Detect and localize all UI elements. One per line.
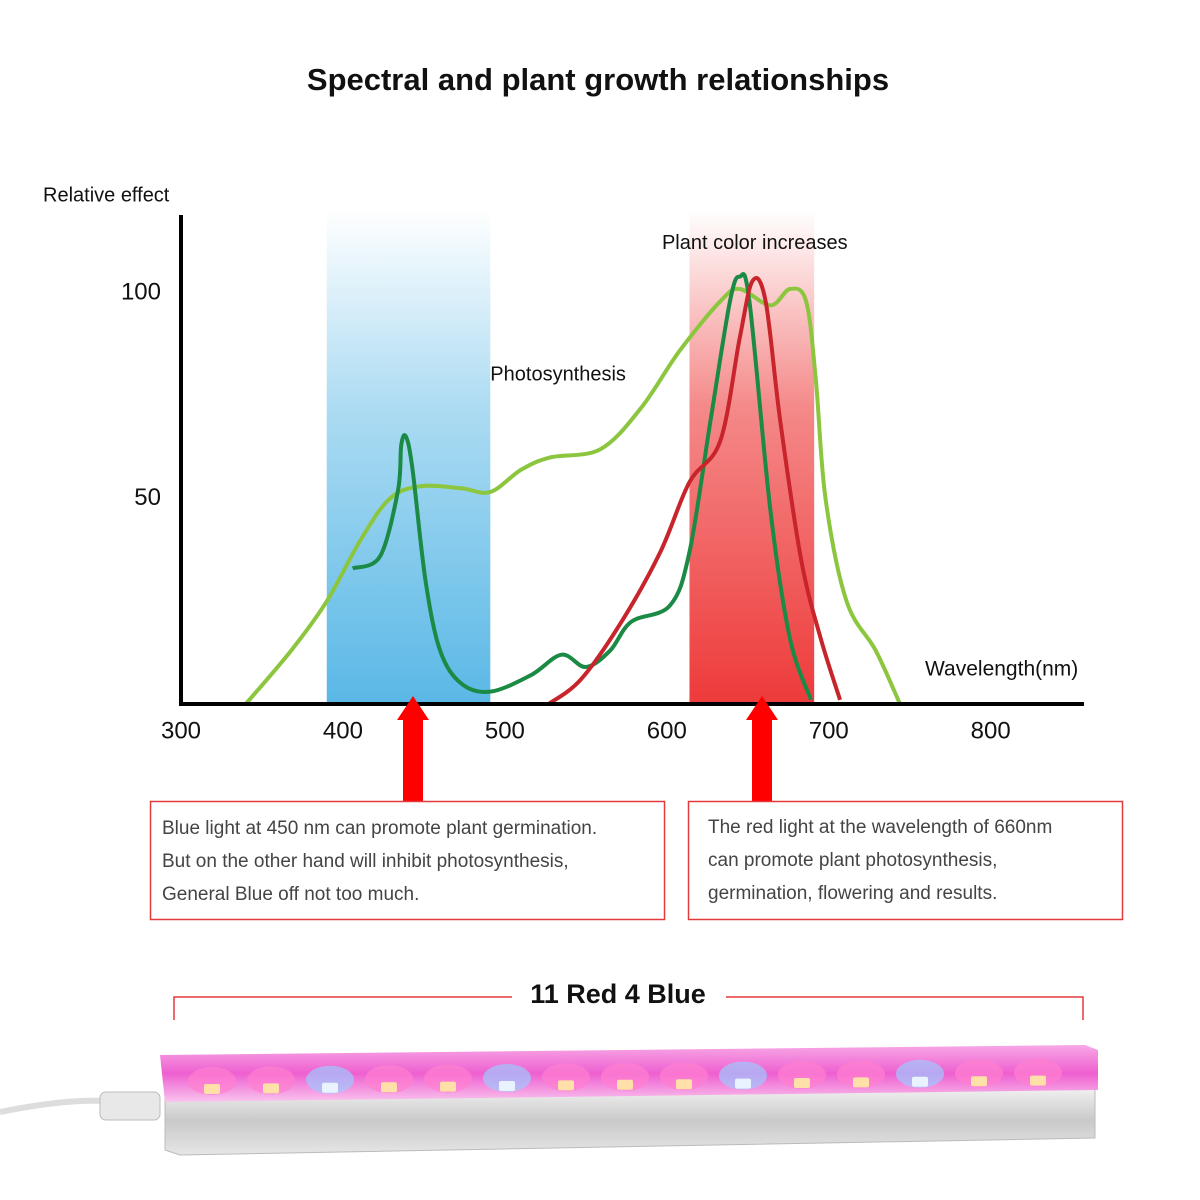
note-text: But on the other hand will inhibit photo…: [162, 851, 569, 872]
led-glow: [601, 1062, 649, 1091]
note-text: The red light at the wavelength of 660nm: [708, 817, 1052, 838]
led-glow: [837, 1060, 885, 1089]
led-glow: [483, 1064, 531, 1092]
led: [499, 1081, 515, 1091]
note-text: Blue light at 450 nm can promote plant g…: [162, 818, 597, 839]
y-axis-label: Relative effect: [43, 184, 170, 206]
led-strip: [188, 1058, 1062, 1095]
led-glow: [896, 1059, 944, 1088]
note-box: [687, 800, 1124, 921]
led: [263, 1083, 279, 1094]
led-glow: [955, 1059, 1003, 1088]
annotation: Photosynthesis: [490, 364, 626, 386]
led: [735, 1078, 751, 1089]
led-glow: [778, 1061, 826, 1089]
bracket: [173, 996, 512, 1020]
line: [244, 286, 902, 706]
led: [794, 1078, 810, 1088]
led: [440, 1081, 456, 1092]
y-tick-label: 50: [134, 484, 161, 511]
x-tick-label: 400: [323, 717, 363, 744]
led-glow: [188, 1067, 236, 1095]
arrow: [746, 696, 778, 802]
bracket: [726, 996, 1084, 1020]
led: [971, 1076, 987, 1087]
led-glow: [365, 1065, 413, 1094]
x-tick-label: 800: [971, 717, 1011, 744]
plug: [99, 1091, 161, 1121]
led-glow: [306, 1065, 354, 1094]
led-glow: [660, 1062, 708, 1091]
arrow: [397, 696, 429, 802]
led-glow: [247, 1066, 295, 1095]
led: [322, 1082, 338, 1093]
led-glow: [542, 1063, 590, 1092]
line: [547, 276, 842, 706]
line: [351, 272, 813, 701]
note-text: can promote plant photosynthesis,: [708, 850, 997, 871]
led-glow: [1014, 1058, 1062, 1087]
x-axis-label: Wavelength(nm): [925, 658, 1078, 681]
plot: 300 400 500 600 700 800 50 100 Photosynthesis Pla…: [121, 210, 1011, 744]
led-glow: [424, 1064, 472, 1093]
chart-title: Spectral and plant growth relationships: [307, 62, 889, 97]
led: [912, 1076, 928, 1087]
led: [853, 1077, 869, 1088]
note-text: General Blue off not too much.: [162, 884, 419, 905]
y-tick-label: 100: [121, 278, 161, 305]
note-text: germination, flowering and results.: [708, 883, 997, 904]
x-tick-label: 600: [647, 717, 687, 744]
band: [326, 210, 491, 704]
led: [381, 1082, 397, 1093]
x-tick-label: 500: [485, 717, 525, 744]
note-box: [149, 800, 666, 921]
led: [676, 1079, 692, 1090]
x-tick-label: 300: [161, 717, 201, 744]
led: [204, 1084, 220, 1094]
led-glow: [719, 1061, 767, 1090]
x-tick-label: 700: [809, 717, 849, 744]
led: [1030, 1075, 1046, 1086]
led: [558, 1080, 574, 1091]
annotation: Plant color increases: [662, 232, 848, 254]
product-label: 11 Red 4 Blue: [530, 979, 706, 1009]
led: [617, 1079, 633, 1090]
